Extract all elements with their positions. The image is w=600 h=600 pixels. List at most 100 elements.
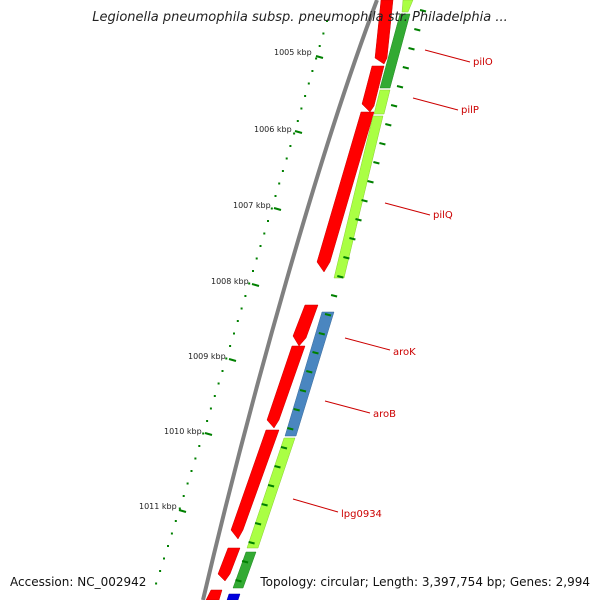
gene-feature[interactable] [226, 593, 241, 600]
scale-dot [296, 120, 299, 122]
gene-label-lpg0934[interactable]: lpg0934 [341, 509, 382, 520]
scale-dot [248, 282, 251, 285]
inner-tick [299, 389, 307, 393]
inner-tick [408, 47, 415, 51]
cds-feature[interactable] [292, 304, 319, 347]
scale-dot [304, 95, 307, 97]
scale-dot [289, 145, 292, 147]
inner-tick [261, 503, 268, 507]
cds-feature[interactable] [316, 111, 375, 273]
scale-dot [274, 195, 277, 197]
scale-dot [322, 32, 325, 35]
scale-dot [278, 182, 281, 185]
leader-line-pilQ [384, 202, 431, 216]
inner-tick [248, 541, 255, 545]
scale-dot [209, 407, 212, 410]
cds-feature[interactable] [374, 0, 394, 65]
scale-dot [270, 207, 273, 210]
scale-dot [178, 507, 181, 510]
tick-mark-1008 [251, 283, 260, 287]
gene-track [226, 0, 414, 600]
tick-mark-1011 [178, 509, 187, 513]
scale-dot [213, 395, 216, 397]
tick-label-1005: 1005 kbp [274, 48, 312, 57]
scale-dot [300, 107, 303, 110]
scale-dot [174, 520, 177, 522]
gene-label-aroB[interactable]: aroB [373, 409, 396, 420]
scale-dot [167, 545, 169, 547]
scale-dot [190, 470, 193, 472]
cds-feature[interactable] [230, 429, 280, 540]
tick-mark-1009 [228, 358, 237, 362]
cds-feature[interactable] [361, 65, 385, 113]
inner-tick [343, 256, 350, 260]
scale-dot [233, 332, 235, 335]
gene-feature[interactable] [232, 551, 257, 589]
scale-dot [163, 557, 165, 560]
gene-feature[interactable] [284, 311, 335, 437]
inner-tick [318, 332, 326, 336]
cds-feature[interactable] [217, 547, 241, 582]
scale-dot [202, 432, 205, 435]
scale-dot [194, 457, 197, 460]
tick-label-1011: 1011 kbp [139, 502, 177, 511]
scale-dot [259, 245, 262, 247]
inner-tick [367, 180, 374, 184]
topology-summary: Topology: circular; Length: 3,397,754 bp… [258, 575, 592, 589]
leader-line-pilO [424, 49, 471, 63]
scale-dot [217, 382, 220, 385]
inner-tick [419, 9, 427, 13]
tick-label-1009: 1009 kbp [188, 352, 226, 361]
inner-tick [355, 218, 362, 222]
gene-feature[interactable] [246, 437, 296, 549]
scale-dot [263, 232, 266, 235]
scale-dot [155, 582, 158, 585]
scale-dot [311, 70, 314, 72]
tick-label-1008: 1008 kbp [211, 277, 249, 286]
inner-tick [274, 465, 281, 469]
scale-dot [240, 307, 243, 310]
gene-label-pilQ[interactable]: pilQ [433, 210, 453, 221]
gene-label-aroK[interactable]: aroK [393, 347, 416, 358]
scale-dot [326, 20, 328, 22]
gene-feature[interactable] [333, 115, 384, 279]
backbone-ring [201, 0, 379, 600]
scale-dot [255, 257, 258, 260]
scale-dots [155, 20, 328, 585]
tick-mark-1007 [273, 207, 282, 211]
scale-dot [293, 132, 296, 135]
inner-tick [267, 484, 275, 488]
scale-dot [285, 157, 288, 160]
tick-label-1007: 1007 kbp [233, 201, 271, 210]
gene-label-pilO[interactable]: pilO [473, 57, 493, 68]
scale-dot [221, 370, 224, 372]
inner-tick [280, 446, 288, 450]
tick-mark-1006 [294, 130, 303, 134]
gene-feature[interactable] [373, 89, 391, 115]
map-title: Legionella pneumophila subsp. pneumophil… [92, 10, 508, 25]
inner-tick [293, 408, 300, 412]
inner-tick [396, 85, 404, 89]
scale-dot [267, 220, 269, 222]
inner-tick [361, 199, 368, 203]
scale-ticks: 1005 kbp 1006 kbp 1007 kbp 1008 kbp 1009… [139, 48, 324, 513]
gene-feature[interactable] [379, 13, 411, 89]
tick-label-1006: 1006 kbp [254, 125, 292, 134]
scale-dot [225, 357, 228, 360]
inner-tick [241, 560, 249, 564]
scale-dot [159, 570, 162, 572]
scale-dot [206, 420, 209, 422]
inner-tick [373, 161, 380, 165]
inner-tick [324, 313, 332, 317]
tick-mark-1010 [204, 432, 213, 436]
gene-label-pilP[interactable]: pilP [461, 105, 479, 116]
scale-dot [198, 445, 201, 447]
leader-line-aroB [324, 400, 371, 414]
scale-dot [252, 270, 254, 272]
gene-feature[interactable] [401, 0, 414, 13]
cds-track [205, 0, 394, 600]
cds-feature[interactable] [205, 589, 223, 600]
inner-tick [235, 579, 242, 583]
cds-feature[interactable] [266, 345, 306, 429]
scale-dot [315, 57, 318, 60]
